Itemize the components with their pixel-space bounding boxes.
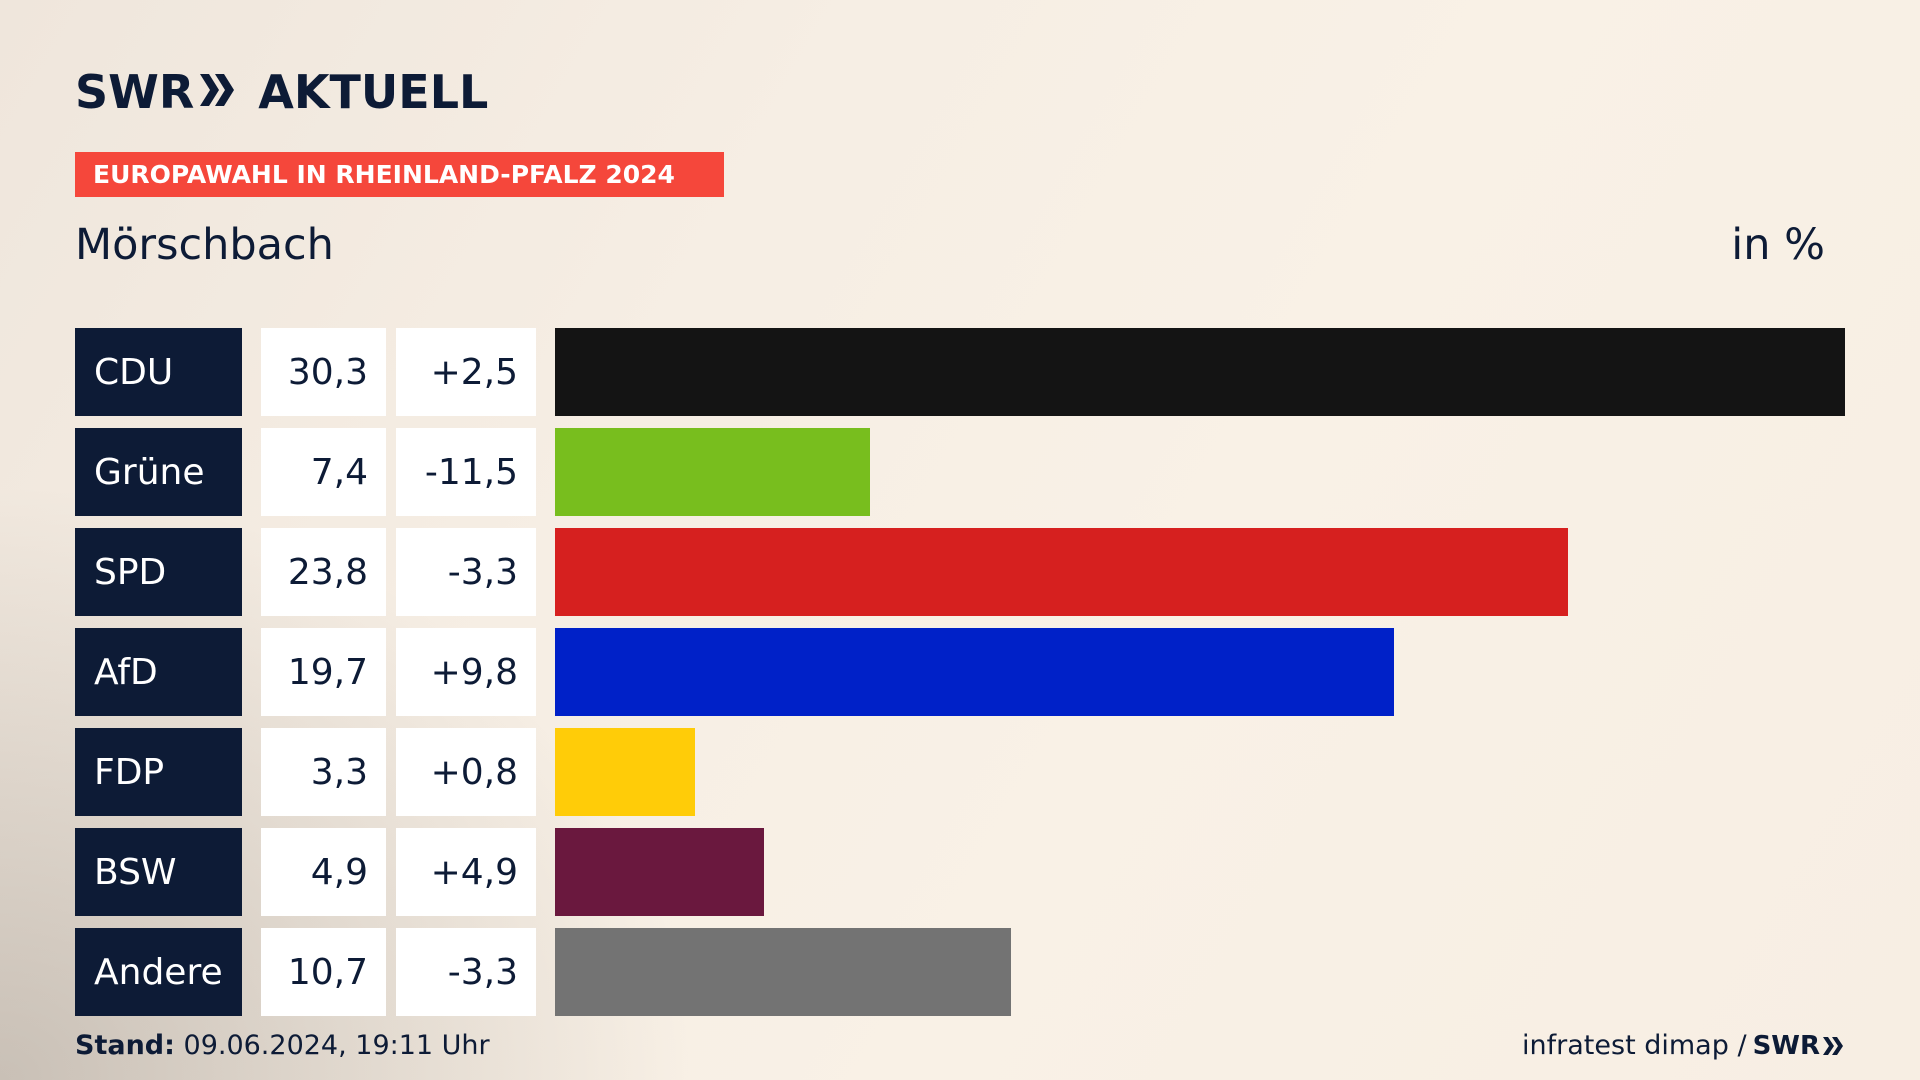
swr-mini-logo: SWR: [1753, 1031, 1844, 1061]
value-label: 23,8: [261, 528, 386, 616]
bar: [555, 928, 1011, 1016]
party-label: Grüne: [75, 428, 242, 516]
party-label: Andere: [75, 928, 242, 1016]
footer-stand: Stand: 09.06.2024, 19:11 Uhr: [75, 1030, 490, 1061]
bar-row: SPD 23,8 -3,3: [0, 528, 1920, 616]
swr-aktuell-logo: SWR AKTUELL: [75, 64, 488, 120]
unit-label: in %: [1731, 220, 1825, 270]
logo-suffix: AKTUELL: [258, 65, 489, 119]
bar: [555, 628, 1394, 716]
mini-double-chevron-icon: [1823, 1036, 1843, 1055]
value-label: 19,7: [261, 628, 386, 716]
bar: [555, 828, 764, 916]
bar-row: Andere 10,7 -3,3: [0, 928, 1920, 1016]
bar-row: FDP 3,3 +0,8: [0, 728, 1920, 816]
value-label: 4,9: [261, 828, 386, 916]
value-label: 7,4: [261, 428, 386, 516]
bar: [555, 528, 1568, 616]
footer-source: infratest dimap / SWR: [1522, 1030, 1844, 1061]
logo-text: SWR: [75, 65, 195, 119]
party-label: SPD: [75, 528, 242, 616]
mini-logo-text: SWR: [1752, 1030, 1820, 1061]
diff-label: +9,8: [396, 628, 536, 716]
bar-row: Grüne 7,4 -11,5: [0, 428, 1920, 516]
stand-value: 09.06.2024, 19:11 Uhr: [183, 1030, 490, 1061]
value-label: 3,3: [261, 728, 386, 816]
bar: [555, 328, 1845, 416]
diff-label: -3,3: [396, 928, 536, 1016]
place-title: Mörschbach: [75, 220, 334, 270]
double-chevron-icon: [198, 65, 236, 119]
source-text: infratest dimap /: [1522, 1030, 1747, 1061]
diff-label: +2,5: [396, 328, 536, 416]
stand-label: Stand:: [75, 1030, 175, 1061]
value-label: 10,7: [261, 928, 386, 1016]
bar-row: AfD 19,7 +9,8: [0, 628, 1920, 716]
party-label: AfD: [75, 628, 242, 716]
bar: [555, 728, 695, 816]
diff-label: -3,3: [396, 528, 536, 616]
diff-label: -11,5: [396, 428, 536, 516]
bar-row: CDU 30,3 +2,5: [0, 328, 1920, 416]
party-label: CDU: [75, 328, 242, 416]
value-label: 30,3: [261, 328, 386, 416]
party-label: BSW: [75, 828, 242, 916]
diff-label: +4,9: [396, 828, 536, 916]
election-kicker: EUROPAWAHL IN RHEINLAND-PFALZ 2024: [75, 152, 724, 197]
bar: [555, 428, 870, 516]
diff-label: +0,8: [396, 728, 536, 816]
party-label: FDP: [75, 728, 242, 816]
bar-row: BSW 4,9 +4,9: [0, 828, 1920, 916]
